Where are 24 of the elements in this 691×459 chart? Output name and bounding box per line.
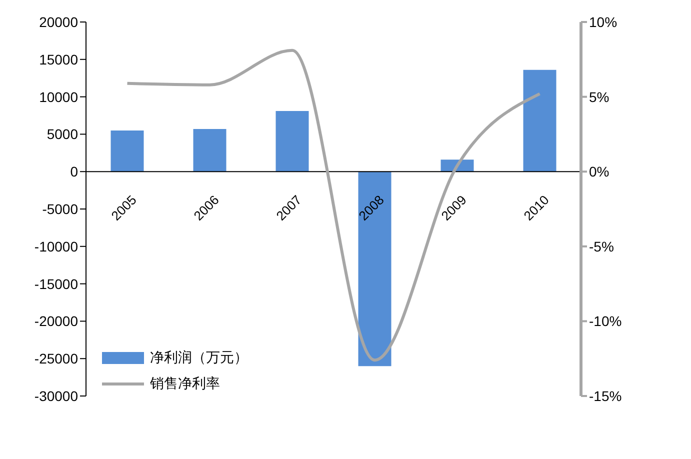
y2-tick-label: 0% bbox=[589, 164, 610, 180]
legend-label: 销售净利率 bbox=[150, 375, 220, 393]
bar bbox=[193, 128, 226, 172]
bar bbox=[523, 70, 556, 172]
y2-tick-label: -5% bbox=[589, 238, 614, 254]
y2-tick-label: -15% bbox=[589, 388, 622, 404]
y-tick-label: 0 bbox=[70, 164, 78, 180]
y-tick-label: 10000 bbox=[39, 88, 78, 105]
y-tick-label: -15000 bbox=[34, 276, 78, 292]
y-tick-label: -5000 bbox=[42, 200, 78, 217]
bar bbox=[110, 130, 144, 172]
y-tick-label: -30000 bbox=[34, 388, 78, 404]
y-tick-label: 15000 bbox=[39, 51, 78, 68]
legend-label: 净利润（万元） bbox=[150, 349, 248, 367]
y2-tick-label: 10% bbox=[589, 14, 618, 30]
y-tick-label: 5000 bbox=[46, 126, 78, 142]
y-tick-label: -10000 bbox=[34, 238, 78, 254]
y-tick-label: -20000 bbox=[34, 313, 78, 330]
y2-tick-label: 5% bbox=[589, 88, 610, 105]
y-tick-label: 20000 bbox=[39, 14, 78, 30]
y2-tick-label: -10% bbox=[589, 313, 622, 330]
bar bbox=[276, 111, 309, 172]
y-tick-label: -25000 bbox=[34, 350, 78, 367]
bar bbox=[358, 172, 392, 366]
